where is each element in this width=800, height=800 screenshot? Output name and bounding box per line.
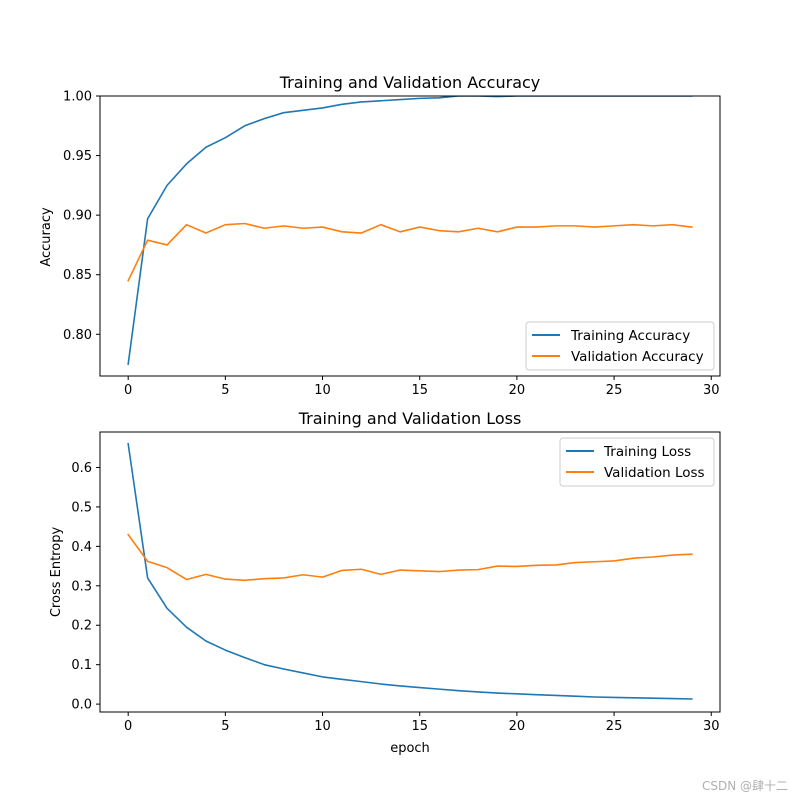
x-tick-label: 25 xyxy=(606,719,623,734)
x-tick-label: 15 xyxy=(411,383,428,398)
y-axis-label: Accuracy xyxy=(39,207,54,267)
x-tick-label: 5 xyxy=(221,719,229,734)
legend: Training Loss Validation Loss xyxy=(559,437,715,487)
chart-title: Training and Validation Loss xyxy=(298,409,522,428)
series-line-validation-accuracy xyxy=(127,222,693,282)
chart-title: Training and Validation Accuracy xyxy=(279,73,541,92)
y-tick-label: 0.1 xyxy=(71,658,92,673)
x-tick-label: 5 xyxy=(221,383,229,398)
loss-chart: Training and Validation Loss Cross Entro… xyxy=(49,409,721,756)
y-tick-label: 0.85 xyxy=(63,268,92,283)
x-tick-label: 20 xyxy=(509,383,526,398)
y-tick-label: 0.5 xyxy=(71,500,92,515)
legend-box xyxy=(559,437,715,487)
series-line-training-loss xyxy=(127,442,693,700)
accuracy-chart: Training and Validation Accuracy Accurac… xyxy=(39,73,721,398)
x-tick-label: 10 xyxy=(314,719,331,734)
series-line-training-accuracy xyxy=(127,96,693,365)
x-tick-label: 0 xyxy=(124,719,132,734)
y-tick-label: 0.95 xyxy=(63,149,92,164)
y-tick-label: 0.90 xyxy=(63,209,92,224)
x-axis-label: epoch xyxy=(390,741,430,756)
y-tick-label: 0.0 xyxy=(71,698,92,713)
legend-label-training-loss: Training Loss xyxy=(603,444,691,460)
y-tick-label: 0.3 xyxy=(71,579,92,594)
legend-label-validation-accuracy: Validation Accuracy xyxy=(571,349,704,365)
x-tick-label: 10 xyxy=(314,383,331,398)
x-tick-label: 25 xyxy=(606,383,623,398)
x-tick-label: 15 xyxy=(411,719,428,734)
y-tick-label: 0.2 xyxy=(71,619,92,634)
x-tick-label: 30 xyxy=(703,383,720,398)
series-line-validation-loss xyxy=(127,533,693,582)
y-tick-label: 0.6 xyxy=(71,461,92,476)
legend: Training Accuracy Validation Accuracy xyxy=(525,321,715,371)
y-tick-label: 1.00 xyxy=(63,90,92,105)
y-tick-label: 0.4 xyxy=(71,540,92,555)
x-tick-label: 30 xyxy=(703,719,720,734)
x-tick-label: 20 xyxy=(509,719,526,734)
plot-frame xyxy=(99,431,721,713)
x-tick-label: 0 xyxy=(124,383,132,398)
watermark: CSDN @肆十二 xyxy=(702,779,788,793)
legend-label-training-accuracy: Training Accuracy xyxy=(570,328,690,344)
plot-frame xyxy=(99,95,721,377)
y-tick-label: 0.80 xyxy=(63,328,92,343)
legend-box xyxy=(525,321,715,371)
legend-label-validation-loss: Validation Loss xyxy=(604,465,705,481)
y-axis-label: Cross Entropy xyxy=(49,527,64,618)
